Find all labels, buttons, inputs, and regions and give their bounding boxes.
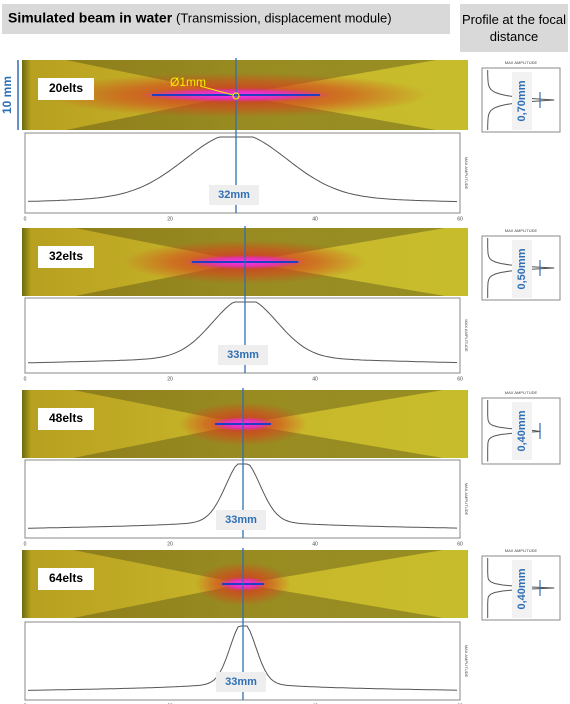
title: Simulated beam in water	[8, 10, 173, 26]
focal-depth: 33mm	[227, 349, 259, 361]
side-title: Profile at the focal distance	[461, 12, 567, 44]
depth-box	[209, 185, 259, 205]
focal-width: 0,40mm	[516, 568, 528, 609]
focal-depth: 33mm	[225, 676, 257, 688]
side-title-wrap: Profile at the focal distance	[461, 12, 567, 44]
profile-curve	[27, 136, 458, 203]
side-curve	[487, 70, 555, 130]
x-tick-label: 60	[457, 216, 463, 222]
scale-label: 10 mm	[0, 76, 14, 114]
elements-label: 64elts	[49, 571, 83, 585]
diameter-pointer	[199, 85, 234, 96]
x-tick-label: 0	[24, 376, 27, 382]
amplitude-label: MAX AMPLITUDE	[464, 157, 469, 190]
x-tick-label: 60	[457, 541, 463, 547]
focal-width: 0,40mm	[516, 410, 528, 451]
amplitude-label: MAX AMPLITUDE	[505, 60, 538, 65]
amplitude-label: MAX AMPLITUDE	[505, 390, 538, 395]
side-curve	[487, 558, 555, 618]
diameter-marker	[232, 92, 240, 100]
diameter-label: Ø1mm	[170, 75, 206, 89]
focal-depth: 33mm	[225, 514, 257, 526]
label-box	[38, 246, 94, 268]
focal-depth: 32mm	[218, 189, 250, 201]
width-box	[512, 72, 532, 130]
elements-label: 20elts	[49, 81, 83, 95]
elements-label: 32elts	[49, 249, 83, 263]
x-tick-label: 40	[312, 376, 318, 382]
side-curve	[487, 400, 541, 462]
amplitude-label: MAX AMPLITUDE	[464, 319, 469, 352]
title-box	[2, 4, 450, 34]
x-tick-label: 40	[312, 216, 318, 222]
x-tick-label: 40	[312, 541, 318, 547]
x-tick-label: 20	[167, 541, 173, 547]
profile-curve	[28, 301, 458, 364]
label-box	[38, 568, 94, 590]
depth-box	[216, 510, 266, 530]
x-tick-label: 0	[24, 216, 27, 222]
subtitle: (Transmission, displacement module)	[176, 10, 392, 25]
side-curve	[487, 238, 555, 298]
x-tick-label: 20	[167, 376, 173, 382]
x-tick-label: 60	[457, 376, 463, 382]
width-box	[512, 402, 532, 460]
side-title-box	[460, 4, 568, 52]
width-box	[512, 560, 532, 618]
elements-label: 48elts	[49, 411, 83, 425]
focal-width: 0,70mm	[516, 80, 528, 121]
label-box	[38, 408, 94, 430]
depth-box	[218, 345, 268, 365]
x-tick-label: 0	[24, 541, 27, 547]
amplitude-label: MAX AMPLITUDE	[505, 548, 538, 553]
width-box	[512, 240, 532, 298]
label-box	[38, 78, 94, 100]
amplitude-label: MAX AMPLITUDE	[464, 645, 469, 678]
depth-box	[216, 672, 266, 692]
focal-width: 0,50mm	[516, 248, 528, 289]
x-tick-label: 20	[167, 216, 173, 222]
amplitude-label: MAX AMPLITUDE	[505, 228, 538, 233]
amplitude-label: MAX AMPLITUDE	[464, 483, 469, 516]
